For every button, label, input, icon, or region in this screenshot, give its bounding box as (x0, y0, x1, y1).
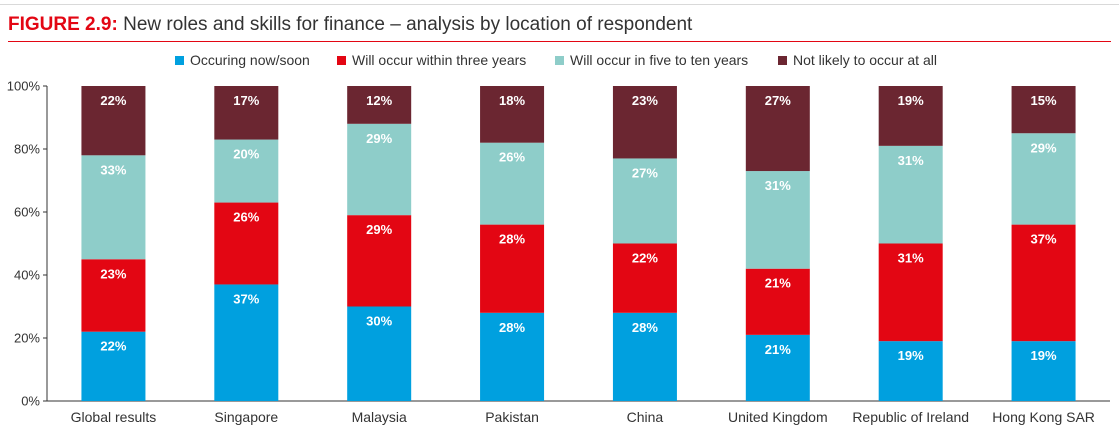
data-label-five-to-ten: 33% (100, 162, 126, 177)
data-label-within-three: 29% (366, 222, 392, 237)
legend-label-not-likely: Not likely to occur at all (793, 52, 937, 68)
figure-title: FIGURE 2.9: New roles and skills for fin… (8, 14, 692, 36)
legend-swatch-within-three (337, 55, 346, 65)
data-label-within-three: 22% (632, 251, 658, 266)
bar-segment-within-three (745, 268, 810, 335)
legend-item-five-to-ten: Will occur in five to ten years (555, 50, 748, 70)
data-label-five-to-ten: 26% (499, 150, 525, 165)
legend-swatch-occurring-now (175, 55, 184, 65)
data-label-not-likely: 18% (499, 93, 525, 108)
y-tick-label: 0% (21, 394, 40, 409)
x-category-label: Global results (71, 409, 157, 425)
data-label-five-to-ten: 20% (233, 147, 259, 162)
data-label-within-three: 28% (499, 232, 525, 247)
legend-label-occurring-now: Occuring now/soon (190, 52, 310, 68)
data-label-occurring-now: 22% (100, 339, 126, 354)
figure-title-text: New roles and skills for finance – analy… (117, 14, 693, 35)
bar-segment-five-to-ten (81, 155, 146, 260)
data-label-occurring-now: 28% (499, 320, 525, 335)
bar-segment-within-three (612, 243, 677, 313)
data-label-occurring-now: 19% (898, 348, 924, 363)
data-label-occurring-now: 19% (1031, 348, 1057, 363)
bar-segment-five-to-ten (347, 123, 412, 216)
data-label-occurring-now: 21% (765, 342, 791, 357)
data-label-occurring-now: 28% (632, 320, 658, 335)
data-label-five-to-ten: 31% (765, 178, 791, 193)
bar-segment-occurring-now (878, 341, 943, 401)
data-label-five-to-ten: 27% (632, 165, 658, 180)
bar-segment-not-likely (347, 86, 412, 124)
data-label-not-likely: 17% (233, 93, 259, 108)
y-tick-label: 80% (14, 142, 40, 157)
bar-segment-not-likely (612, 86, 677, 159)
x-category-label: Republic of Ireland (852, 409, 969, 425)
data-label-within-three: 26% (233, 210, 259, 225)
bar-segment-within-three (81, 259, 146, 332)
data-label-within-three: 31% (898, 251, 924, 266)
bar-segment-occurring-now (81, 331, 146, 401)
legend-item-not-likely: Not likely to occur at all (778, 50, 937, 70)
data-label-occurring-now: 30% (366, 314, 392, 329)
chart-legend: Occuring now/soon Will occur within thre… (0, 50, 1119, 70)
bar-segment-within-three (214, 202, 279, 285)
bar-segment-within-three (1011, 224, 1076, 342)
data-label-not-likely: 15% (1031, 93, 1057, 108)
data-label-five-to-ten: 29% (366, 131, 392, 146)
bar-segment-within-three (878, 243, 943, 342)
bar-segment-five-to-ten (214, 139, 279, 203)
data-label-five-to-ten: 31% (898, 153, 924, 168)
data-label-not-likely: 22% (100, 93, 126, 108)
x-category-label: Malaysia (352, 409, 407, 425)
bar-segment-five-to-ten (1011, 133, 1076, 225)
data-label-five-to-ten: 29% (1031, 140, 1057, 155)
bar-segment-five-to-ten (480, 142, 545, 225)
legend-item-within-three: Will occur within three years (337, 50, 526, 70)
bar-segment-occurring-now (214, 284, 279, 401)
title-rule (8, 41, 1111, 42)
bar-segment-occurring-now (480, 312, 545, 401)
legend-label-within-three: Will occur within three years (352, 52, 527, 68)
bar-segment-occurring-now (347, 306, 412, 401)
bar-segment-not-likely (480, 86, 545, 143)
bar-segment-within-three (480, 224, 545, 313)
bar-segment-occurring-now (745, 334, 810, 401)
bar-segment-not-likely (878, 86, 943, 146)
bar-segment-not-likely (745, 86, 810, 172)
legend-item-occurring-now: Occuring now/soon (175, 50, 310, 70)
data-label-not-likely: 12% (366, 93, 392, 108)
bar-segment-not-likely (214, 86, 279, 140)
data-label-within-three: 21% (765, 276, 791, 291)
data-label-not-likely: 19% (898, 93, 924, 108)
x-category-label: Hong Kong SAR (992, 409, 1095, 425)
x-category-label: Singapore (214, 409, 278, 425)
legend-label-five-to-ten: Will occur in five to ten years (570, 52, 749, 68)
x-category-label: China (627, 409, 664, 425)
legend-swatch-five-to-ten (555, 55, 564, 65)
bar-segment-five-to-ten (612, 158, 677, 244)
bar-segment-five-to-ten (878, 145, 943, 244)
y-tick-label: 60% (14, 205, 40, 220)
bar-segment-occurring-now (1011, 341, 1076, 401)
y-tick-label: 20% (14, 331, 40, 346)
data-label-occurring-now: 37% (233, 291, 259, 306)
data-label-not-likely: 27% (765, 93, 791, 108)
legend-swatch-not-likely (778, 55, 787, 65)
bar-segment-not-likely (81, 86, 146, 156)
y-tick-label: 40% (14, 268, 40, 283)
data-label-within-three: 37% (1031, 232, 1057, 247)
bar-segment-occurring-now (612, 312, 677, 401)
x-category-label: United Kingdom (728, 409, 828, 425)
data-label-not-likely: 23% (632, 93, 658, 108)
data-label-within-three: 23% (100, 266, 126, 281)
bar-segment-not-likely (1011, 86, 1076, 134)
bar-segment-within-three (347, 215, 412, 307)
x-category-label: Pakistan (485, 409, 539, 425)
y-tick-label: 100% (7, 79, 41, 94)
figure-label: FIGURE 2.9: (8, 14, 118, 35)
bar-segment-five-to-ten (745, 171, 810, 269)
top-border (0, 4, 1119, 5)
